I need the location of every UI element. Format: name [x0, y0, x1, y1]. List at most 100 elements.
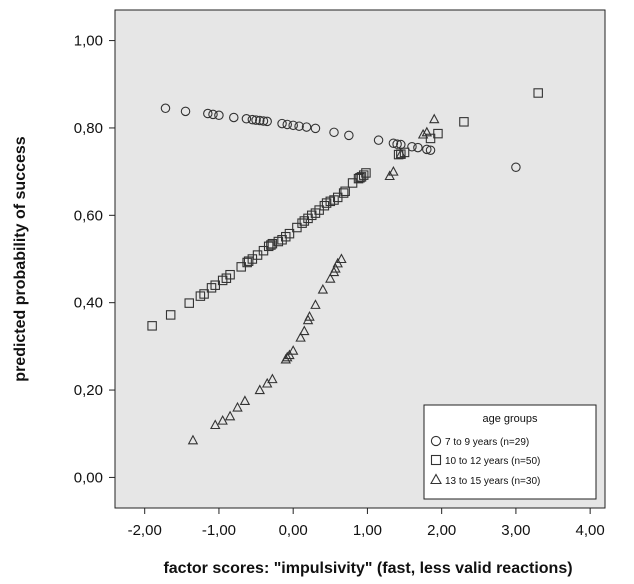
y-tick-label: 0,80 [74, 120, 103, 137]
point-circle [214, 110, 224, 121]
legend-square-marker [430, 454, 442, 466]
point-square [340, 186, 350, 197]
point-circle [294, 121, 304, 131]
point-triangle [295, 331, 306, 342]
point-square [199, 289, 209, 299]
legend-title: age groups [482, 413, 538, 425]
point-circle [344, 130, 354, 141]
point-triangle [330, 262, 341, 273]
point-circle [241, 114, 252, 124]
point-circle [180, 106, 191, 117]
point-circle [251, 115, 261, 125]
point-square [299, 216, 310, 226]
point-square [533, 88, 543, 98]
y-tick-label: 0,40 [74, 295, 103, 312]
point-square [243, 256, 254, 266]
point-triangle [224, 410, 236, 421]
point-circle [329, 127, 339, 138]
point-circle [203, 108, 213, 119]
point-square [321, 198, 332, 208]
point-circle [255, 115, 265, 126]
point-triangle [417, 128, 429, 139]
point-square [355, 172, 365, 183]
x-tick-label: 2,00 [427, 522, 456, 539]
point-triangle [325, 272, 336, 283]
point-square [273, 236, 284, 247]
x-tick-label: 4,00 [576, 522, 605, 539]
point-square [353, 173, 364, 184]
point-triangle [217, 414, 228, 425]
y-tick-label: 0,20 [74, 382, 103, 399]
point-triangle [395, 148, 407, 159]
point-circle [373, 135, 384, 145]
y-axis-label: predicted probability of success [12, 136, 29, 382]
point-circle [425, 145, 436, 155]
point-square [393, 149, 404, 160]
point-square [459, 117, 469, 127]
point-circle [511, 162, 521, 173]
point-circle [301, 122, 312, 132]
y-tick-label: 1,00 [74, 33, 103, 50]
point-square [147, 321, 157, 331]
point-circle [282, 119, 292, 130]
point-circle [160, 103, 171, 114]
point-triangle [310, 299, 321, 309]
point-triangle [254, 384, 265, 395]
y-tick-label: 0,00 [74, 469, 103, 486]
point-square [221, 273, 232, 283]
point-triangle [317, 283, 329, 294]
point-triangle [267, 373, 278, 384]
point-circle [258, 116, 269, 126]
point-triangle [421, 126, 433, 137]
legend-entry-7-to-9: 7 to 9 years (n=29) [445, 437, 529, 448]
y-axis-ticks: 0,00 0,20 0,40 0,60 0,80 1,00 [74, 33, 115, 486]
point-circle [422, 144, 432, 155]
point-circle [413, 142, 423, 153]
point-square [165, 310, 176, 320]
y-tick-label: 0,60 [74, 207, 103, 224]
x-tick-label: -2,00 [128, 522, 162, 539]
point-triangle [287, 345, 299, 355]
point-circle [247, 114, 258, 125]
point-square [266, 240, 276, 250]
point-triangle [388, 165, 399, 176]
legend-entry-13-to-15: 13 to 15 years (n=30) [445, 476, 540, 487]
legend: age groups 7 to 9 years (n=29) 10 to 12 … [423, 404, 597, 500]
point-triangle [336, 253, 347, 264]
x-tick-label: -1,00 [202, 522, 236, 539]
point-square [242, 257, 252, 268]
legend-box [423, 404, 597, 500]
point-circle [392, 139, 402, 149]
point-circle [229, 112, 239, 123]
x-axis-ticks: -2,00 -1,00 0,00 1,00 2,00 3,00 4,00 [128, 508, 605, 539]
point-square [184, 298, 194, 308]
point-circle [288, 120, 298, 131]
x-tick-label: 1,00 [353, 522, 382, 539]
point-circle [388, 138, 399, 148]
point-triangle [239, 395, 251, 406]
point-square [284, 228, 295, 239]
point-square [338, 188, 349, 198]
point-triangle [299, 325, 310, 336]
point-square [210, 280, 220, 290]
point-circle [407, 141, 417, 152]
x-axis-label: factor scores: "impulsivity" (fast, less… [163, 560, 572, 577]
x-tick-label: 3,00 [501, 522, 530, 539]
point-square [361, 168, 371, 178]
x-tick-label: 0,00 [279, 522, 308, 539]
point-triangle [304, 311, 315, 321]
point-square [267, 238, 278, 249]
point-circle [262, 116, 272, 127]
point-circle [277, 118, 287, 129]
point-square [433, 128, 443, 139]
point-triangle [429, 113, 440, 124]
point-circle [208, 109, 218, 120]
point-triangle [187, 434, 199, 445]
point-circle [310, 123, 321, 134]
point-triangle [232, 401, 243, 412]
legend-circle-marker [430, 435, 442, 447]
point-square [297, 218, 307, 228]
data-markers [147, 88, 543, 445]
legend-triangle-marker [430, 473, 442, 485]
